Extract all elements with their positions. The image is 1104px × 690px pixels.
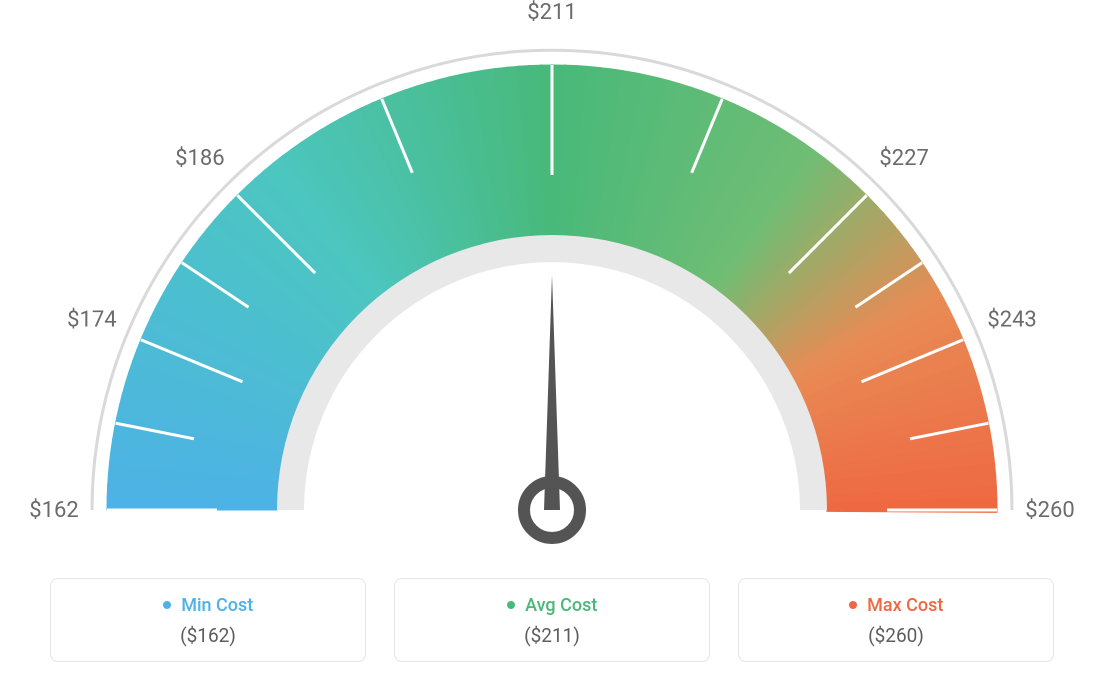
gauge-tick-label: $211 xyxy=(527,0,576,25)
summary-row: Min Cost ($162) Avg Cost ($211) Max Cost… xyxy=(50,578,1054,662)
dot-icon xyxy=(507,601,515,609)
gauge-tick-label: $243 xyxy=(987,307,1036,332)
summary-label-max: Max Cost xyxy=(749,595,1043,616)
summary-value-avg: ($211) xyxy=(405,624,699,647)
summary-label-text: Avg Cost xyxy=(525,595,597,616)
summary-card-min: Min Cost ($162) xyxy=(50,578,366,662)
gauge-tick-label: $186 xyxy=(175,146,224,171)
cost-gauge: $162 $174 $186 $211 $227 $243 $260 xyxy=(0,0,1104,560)
summary-value-min: ($162) xyxy=(61,624,355,647)
summary-value-max: ($260) xyxy=(749,624,1043,647)
gauge-tick-label: $162 xyxy=(29,498,78,523)
dot-icon xyxy=(163,601,171,609)
gauge-needle xyxy=(544,275,560,510)
summary-label-text: Max Cost xyxy=(867,595,943,616)
dot-icon xyxy=(849,601,857,609)
summary-card-avg: Avg Cost ($211) xyxy=(394,578,710,662)
summary-label-text: Min Cost xyxy=(181,595,253,616)
gauge-tick-label: $227 xyxy=(879,146,928,171)
gauge-tick-label: $174 xyxy=(67,307,116,332)
summary-label-avg: Avg Cost xyxy=(405,595,699,616)
gauge-svg: $162 $174 $186 $211 $227 $243 $260 xyxy=(0,0,1104,560)
summary-card-max: Max Cost ($260) xyxy=(738,578,1054,662)
gauge-tick-label: $260 xyxy=(1025,498,1074,523)
summary-label-min: Min Cost xyxy=(61,595,355,616)
